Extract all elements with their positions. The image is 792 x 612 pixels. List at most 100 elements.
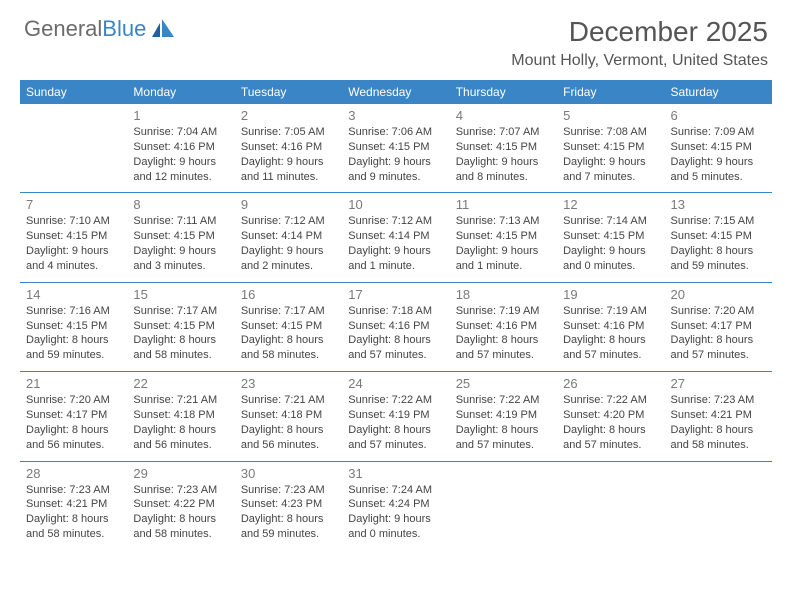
day-sr: Sunrise: 7:21 AM bbox=[241, 393, 336, 408]
day-info: Sunrise: 7:06 AMSunset: 4:15 PMDaylight:… bbox=[348, 125, 443, 184]
day-sr: Sunrise: 7:19 AM bbox=[456, 304, 551, 319]
day-dl1: Daylight: 8 hours bbox=[26, 423, 121, 438]
day-dl2: and 1 minute. bbox=[348, 259, 443, 274]
day-info: Sunrise: 7:19 AMSunset: 4:16 PMDaylight:… bbox=[563, 304, 658, 363]
day-number: 27 bbox=[671, 376, 766, 391]
day-dl2: and 4 minutes. bbox=[26, 259, 121, 274]
day-cell bbox=[557, 461, 664, 550]
day-dl1: Daylight: 9 hours bbox=[133, 244, 228, 259]
day-info: Sunrise: 7:20 AMSunset: 4:17 PMDaylight:… bbox=[26, 393, 121, 452]
day-cell: 5Sunrise: 7:08 AMSunset: 4:15 PMDaylight… bbox=[557, 104, 664, 193]
location-text: Mount Holly, Vermont, United States bbox=[511, 52, 768, 70]
day-dl2: and 7 minutes. bbox=[563, 170, 658, 185]
day-number: 20 bbox=[671, 287, 766, 302]
day-sr: Sunrise: 7:14 AM bbox=[563, 214, 658, 229]
dow-monday: Monday bbox=[127, 80, 234, 104]
day-sr: Sunrise: 7:12 AM bbox=[241, 214, 336, 229]
day-info: Sunrise: 7:07 AMSunset: 4:15 PMDaylight:… bbox=[456, 125, 551, 184]
day-dl1: Daylight: 8 hours bbox=[241, 333, 336, 348]
week-row: 1Sunrise: 7:04 AMSunset: 4:16 PMDaylight… bbox=[20, 104, 772, 193]
day-sr: Sunrise: 7:22 AM bbox=[348, 393, 443, 408]
day-ss: Sunset: 4:16 PM bbox=[241, 140, 336, 155]
day-sr: Sunrise: 7:05 AM bbox=[241, 125, 336, 140]
day-sr: Sunrise: 7:23 AM bbox=[26, 483, 121, 498]
day-dl2: and 58 minutes. bbox=[671, 438, 766, 453]
day-ss: Sunset: 4:15 PM bbox=[456, 140, 551, 155]
day-dl1: Daylight: 9 hours bbox=[241, 155, 336, 170]
day-dl1: Daylight: 8 hours bbox=[563, 333, 658, 348]
day-dl1: Daylight: 8 hours bbox=[133, 333, 228, 348]
day-dl2: and 58 minutes. bbox=[133, 527, 228, 542]
day-dl2: and 0 minutes. bbox=[348, 527, 443, 542]
day-info: Sunrise: 7:22 AMSunset: 4:19 PMDaylight:… bbox=[348, 393, 443, 452]
day-sr: Sunrise: 7:21 AM bbox=[133, 393, 228, 408]
day-number: 29 bbox=[133, 466, 228, 481]
day-number: 8 bbox=[133, 197, 228, 212]
day-ss: Sunset: 4:23 PM bbox=[241, 497, 336, 512]
day-sr: Sunrise: 7:17 AM bbox=[133, 304, 228, 319]
day-number: 23 bbox=[241, 376, 336, 391]
day-cell: 26Sunrise: 7:22 AMSunset: 4:20 PMDayligh… bbox=[557, 372, 664, 461]
day-number: 30 bbox=[241, 466, 336, 481]
day-ss: Sunset: 4:15 PM bbox=[26, 229, 121, 244]
day-dl2: and 59 minutes. bbox=[671, 259, 766, 274]
day-ss: Sunset: 4:18 PM bbox=[241, 408, 336, 423]
day-ss: Sunset: 4:15 PM bbox=[133, 319, 228, 334]
day-cell: 19 Sunrise: 7:19 AMSunset: 4:16 PMDayligh… bbox=[557, 282, 664, 371]
day-sr: Sunrise: 7:09 AM bbox=[671, 125, 766, 140]
day-dl1: Daylight: 8 hours bbox=[26, 333, 121, 348]
day-ss: Sunset: 4:24 PM bbox=[348, 497, 443, 512]
day-dl2: and 2 minutes. bbox=[241, 259, 336, 274]
day-info: Sunrise: 7:23 AMSunset: 4:23 PMDaylight:… bbox=[241, 483, 336, 542]
day-dl1: Daylight: 9 hours bbox=[671, 155, 766, 170]
dow-row: Sunday Monday Tuesday Wednesday Thursday… bbox=[20, 80, 772, 104]
day-number: 7 bbox=[26, 197, 121, 212]
day-cell: 10Sunrise: 7:12 AMSunset: 4:14 PMDayligh… bbox=[342, 193, 449, 282]
day-number: 19 bbox=[563, 287, 658, 302]
day-cell: 16Sunrise: 7:17 AMSunset: 4:15 PMDayligh… bbox=[235, 282, 342, 371]
day-info: Sunrise: 7:12 AMSunset: 4:14 PMDaylight:… bbox=[348, 214, 443, 273]
day-ss: Sunset: 4:20 PM bbox=[563, 408, 658, 423]
day-dl1: Daylight: 9 hours bbox=[26, 244, 121, 259]
dow-sunday: Sunday bbox=[20, 80, 127, 104]
day-sr: Sunrise: 7:17 AM bbox=[241, 304, 336, 319]
week-row: 7 Sunrise: 7:10 AMSunset: 4:15 PMDaylight… bbox=[20, 193, 772, 282]
day-cell: 7 Sunrise: 7:10 AMSunset: 4:15 PMDaylight… bbox=[20, 193, 127, 282]
day-number: 6 bbox=[671, 108, 766, 123]
month-title: December 2025 bbox=[511, 16, 768, 48]
day-info: Sunrise: 7:23 AMSunset: 4:22 PMDaylight:… bbox=[133, 483, 228, 542]
day-dl1: Daylight: 8 hours bbox=[348, 333, 443, 348]
day-ss: Sunset: 4:15 PM bbox=[241, 319, 336, 334]
day-dl1: Daylight: 9 hours bbox=[563, 155, 658, 170]
day-info: Sunrise: 7:18 AMSunset: 4:16 PMDaylight:… bbox=[348, 304, 443, 363]
day-ss: Sunset: 4:17 PM bbox=[26, 408, 121, 423]
day-ss: Sunset: 4:14 PM bbox=[241, 229, 336, 244]
week-row: 14Sunrise: 7:16 AMSunset: 4:15 PMDayligh… bbox=[20, 282, 772, 371]
day-dl2: and 56 minutes. bbox=[26, 438, 121, 453]
day-dl2: and 57 minutes. bbox=[456, 348, 551, 363]
day-number: 18 bbox=[456, 287, 551, 302]
day-info: Sunrise: 7:04 AMSunset: 4:16 PMDaylight:… bbox=[133, 125, 228, 184]
day-ss: Sunset: 4:15 PM bbox=[671, 229, 766, 244]
dow-wednesday: Wednesday bbox=[342, 80, 449, 104]
day-dl1: Daylight: 8 hours bbox=[671, 333, 766, 348]
day-sr: Sunrise: 7:20 AM bbox=[26, 393, 121, 408]
day-cell: 14Sunrise: 7:16 AMSunset: 4:15 PMDayligh… bbox=[20, 282, 127, 371]
day-number: 24 bbox=[348, 376, 443, 391]
day-cell: 15Sunrise: 7:17 AMSunset: 4:15 PMDayligh… bbox=[127, 282, 234, 371]
day-ss: Sunset: 4:14 PM bbox=[348, 229, 443, 244]
day-number: 3 bbox=[348, 108, 443, 123]
day-cell: 4Sunrise: 7:07 AMSunset: 4:15 PMDaylight… bbox=[450, 104, 557, 193]
day-cell bbox=[665, 461, 772, 550]
day-cell: 2Sunrise: 7:05 AMSunset: 4:16 PMDaylight… bbox=[235, 104, 342, 193]
day-dl2: and 11 minutes. bbox=[241, 170, 336, 185]
day-dl1: Daylight: 9 hours bbox=[348, 244, 443, 259]
day-dl2: and 1 minute. bbox=[456, 259, 551, 274]
day-cell: 3 Sunrise: 7:06 AMSunset: 4:15 PMDaylight… bbox=[342, 104, 449, 193]
day-dl2: and 12 minutes. bbox=[133, 170, 228, 185]
day-number: 22 bbox=[133, 376, 228, 391]
day-dl1: Daylight: 8 hours bbox=[241, 423, 336, 438]
day-info: Sunrise: 7:09 AMSunset: 4:15 PMDaylight:… bbox=[671, 125, 766, 184]
day-info: Sunrise: 7:10 AMSunset: 4:15 PMDaylight:… bbox=[26, 214, 121, 273]
week-row: 21Sunrise: 7:20 AMSunset: 4:17 PMDayligh… bbox=[20, 372, 772, 461]
